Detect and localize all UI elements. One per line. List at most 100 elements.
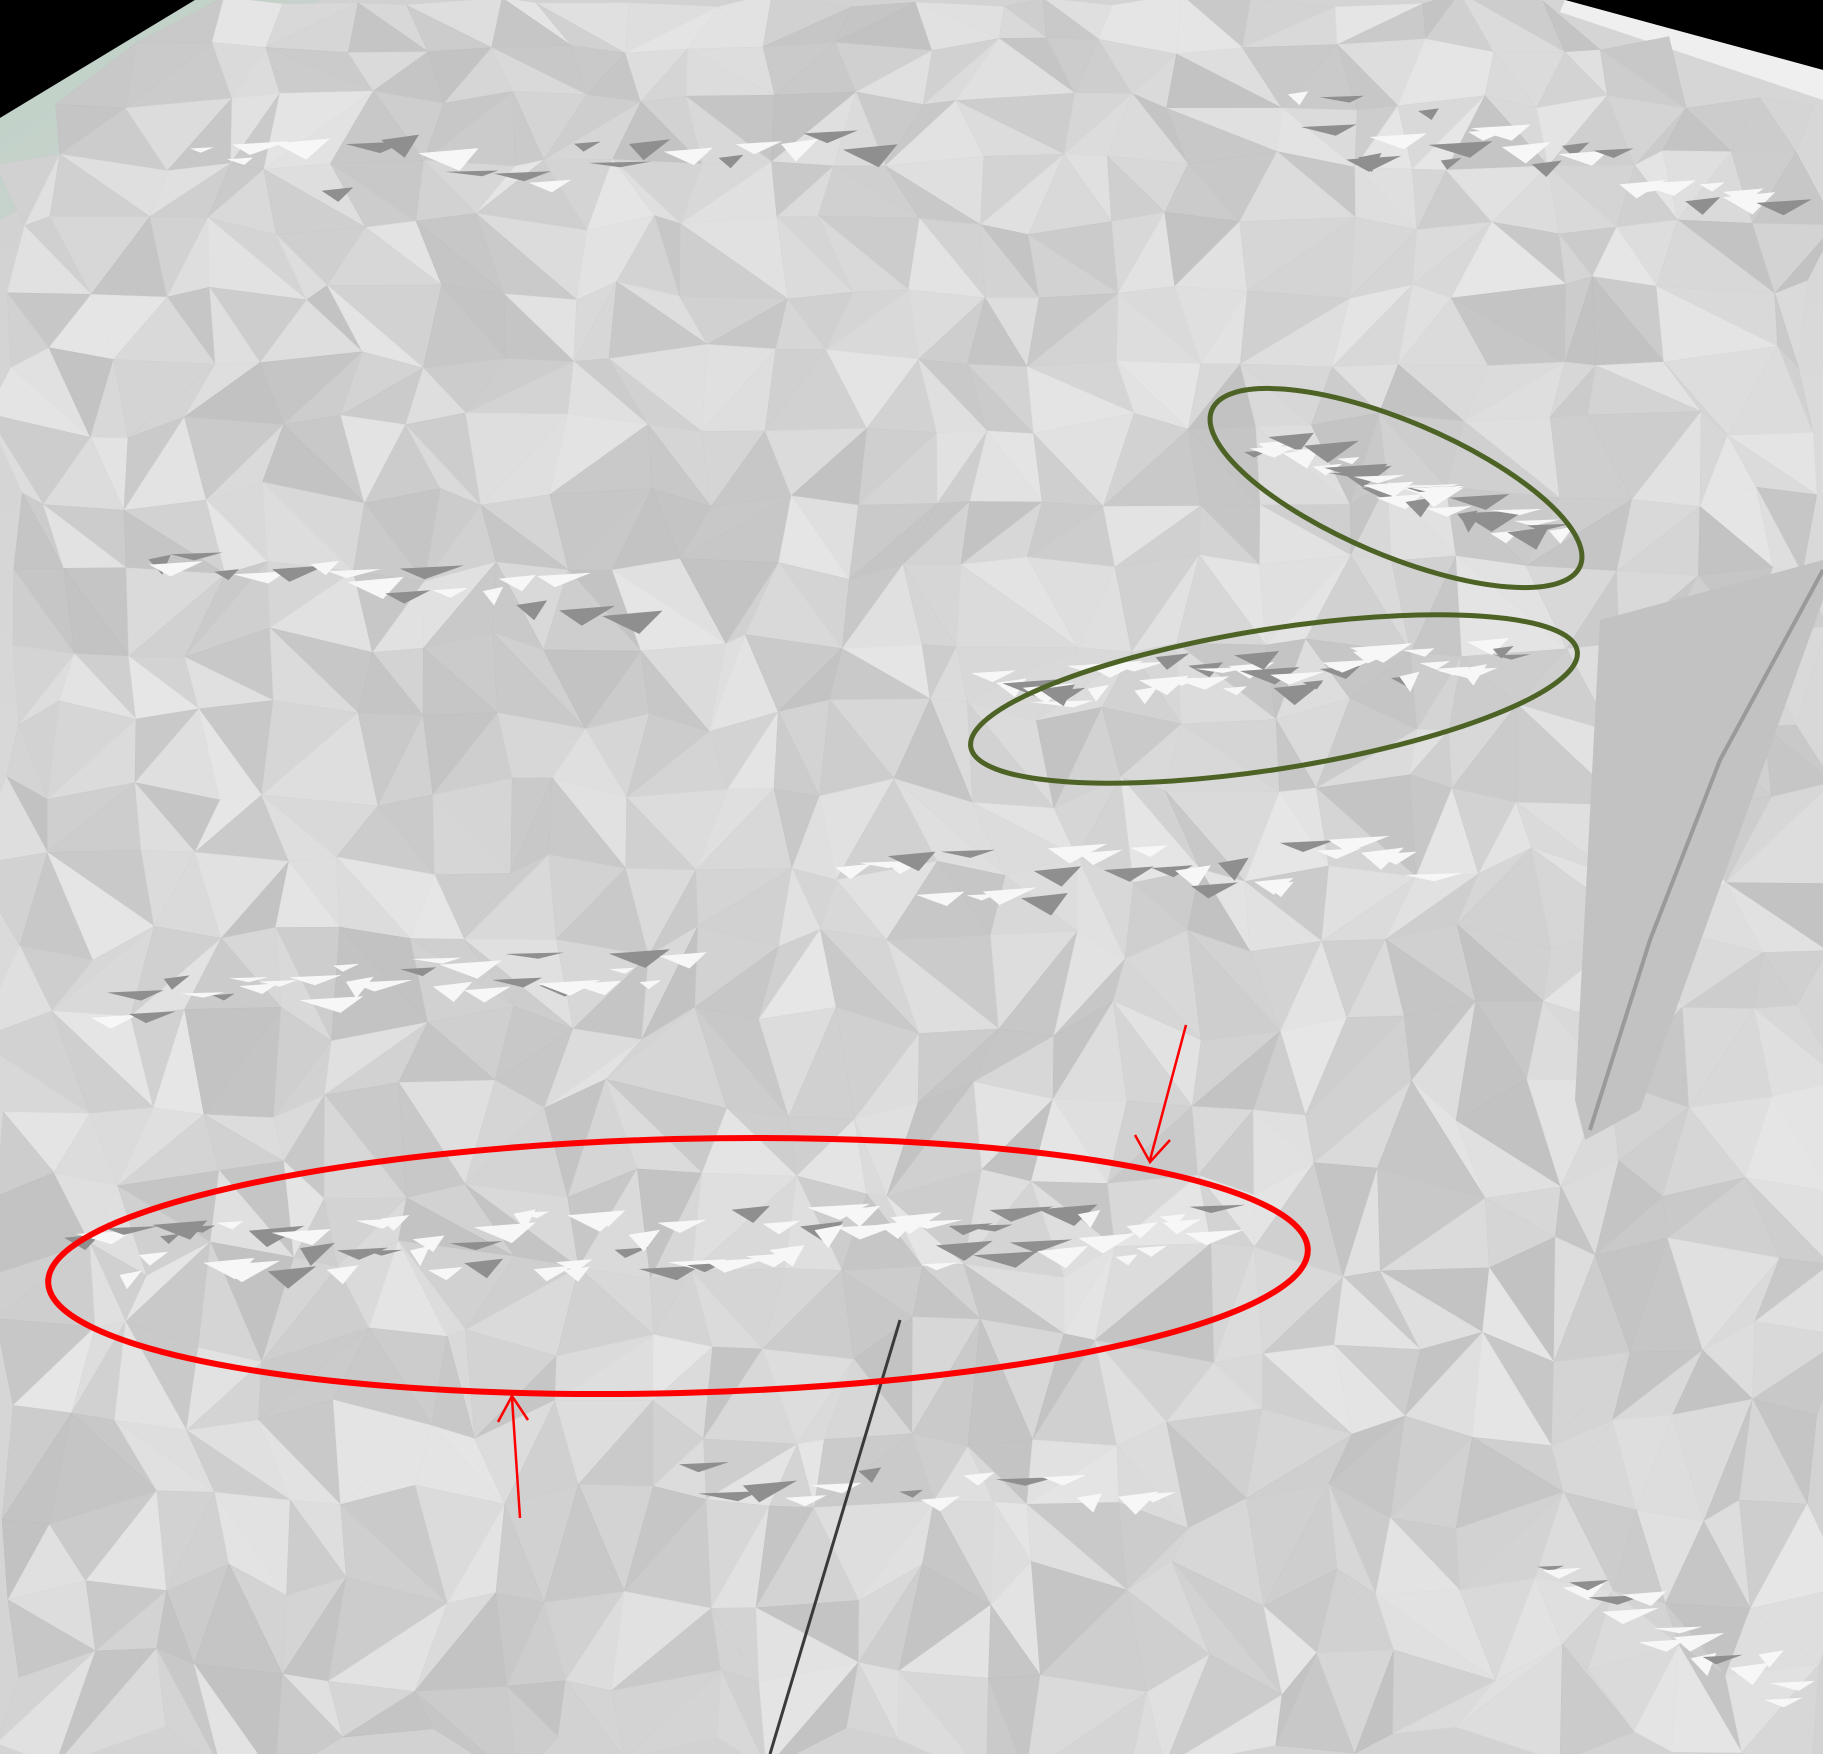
ridge-sliver [1593,148,1634,158]
ridge-sliver [839,1205,881,1227]
ridge-sliver [128,1011,176,1024]
ridge-sliver [614,1247,649,1258]
ridge-sliver [1037,1245,1089,1269]
highlight-primary-group [45,1024,1311,1519]
ridge-sliver [1494,654,1531,660]
ridge-sliver [514,1211,550,1219]
ridge-sliver [1130,845,1168,857]
ridge-sliver [1185,1229,1244,1246]
ridge-sliver [271,1229,331,1246]
ridge-sliver [1151,865,1193,878]
ridge-sliver [559,605,615,626]
ridge-sliver [528,179,572,193]
ridge-sliver [940,849,995,858]
ridge-sliver [1270,446,1299,453]
ridge-sliver [1418,108,1439,120]
ridge-sliver [1328,835,1390,853]
mesh-facet [717,1669,760,1754]
ridge-sliver [903,1219,963,1229]
ridge-sliver [1758,1650,1784,1668]
ridge-sliver [259,980,298,987]
ridge-sliver [216,1260,281,1283]
ridge-sliver [300,1242,335,1266]
ridge-sliver [400,967,437,977]
ridge-sliver [574,141,601,152]
ridge-sliver [516,600,548,621]
ridge-sliver [1536,1565,1565,1571]
highlight-ellipse-upper [1207,385,1585,591]
ridge-sliver [1279,840,1335,852]
ridge-sliver [412,1235,445,1252]
ridge-sliver [428,1267,463,1281]
ridge-sliver [563,1266,590,1282]
ridge-sliver [1322,659,1374,673]
ridge-sliver [366,1249,403,1256]
ridge-sliver [1699,182,1725,192]
ridge-sliver [1492,646,1514,659]
ridge-sliver [1349,643,1413,663]
ridge-sliver [596,1210,625,1227]
ridge-sliver [1134,686,1158,705]
ridge-sliver [138,1251,169,1266]
ridge-sliver [327,569,382,579]
ridge-sliver [659,952,707,969]
ridge-sliver [916,891,965,906]
ridge-sliver [1501,142,1551,164]
mesh-facet [846,1661,899,1740]
ridge-sliver [1270,671,1324,685]
ridge-sliver [482,586,504,606]
mesh-facet [986,1678,1018,1754]
ridge-sliver [1021,893,1068,916]
ridge-sliver [1418,487,1464,508]
ridge-sliver [971,670,1016,683]
ridge-sliver [474,1222,536,1244]
ridge-sliver [1466,637,1510,656]
ridge-sliver [464,986,511,1003]
ridge-sliver [608,949,670,968]
ridge-sliver [1723,192,1776,215]
ridge-sliver [1638,180,1696,196]
arrow-down-icon [1133,1024,1188,1165]
ridge-sliver [432,587,468,598]
ridge-sliver [1038,1204,1098,1226]
ridge-sliver [411,957,462,964]
ridge-sliver [310,560,340,576]
ridge-sliver [289,975,342,986]
ridge-sliver [1265,881,1294,898]
ridge-sliver [1273,682,1323,706]
ridge-sliver [1191,882,1238,899]
ridge-sliver [628,139,671,161]
ridge-sliver [995,1477,1057,1486]
ridge-sliver [229,977,269,983]
ridge-sliver [1042,1474,1087,1486]
ridge-sliver [1141,1492,1177,1503]
ridge-sliver [238,983,278,994]
ridge-sliver [160,1233,181,1244]
ridge-sliver [1077,1210,1101,1228]
ridge-sliver [418,148,479,171]
ridge-sliver [1764,1697,1803,1708]
ridge-sliver [1115,1254,1138,1266]
mesh-facet [1133,1691,1162,1754]
ridge-sliver [835,863,872,880]
ridge-sliver [1336,457,1360,465]
ridge-sliver [887,851,936,872]
ridge-sliver [163,975,190,990]
mesh-facet [1671,1644,1743,1753]
ridge-sliver [380,1215,410,1231]
ridge-sliver [1175,865,1211,889]
ridge-sliver [267,1266,317,1289]
ridge-sliver [1638,1639,1687,1652]
ridge-sliver [1756,199,1812,216]
ridge-sliver [1419,661,1451,670]
ridge-sliver [1222,686,1248,696]
ridge-sliver [1460,664,1488,686]
ridge-sliver [1542,1567,1582,1579]
ridge-sliver [1300,124,1357,136]
ridge-sliver [1126,1222,1158,1239]
ridge-sliver [628,1229,661,1252]
ridge-sliver [810,1482,862,1494]
ridge-sliver [698,1491,760,1502]
ridge-sliver [1531,160,1562,177]
